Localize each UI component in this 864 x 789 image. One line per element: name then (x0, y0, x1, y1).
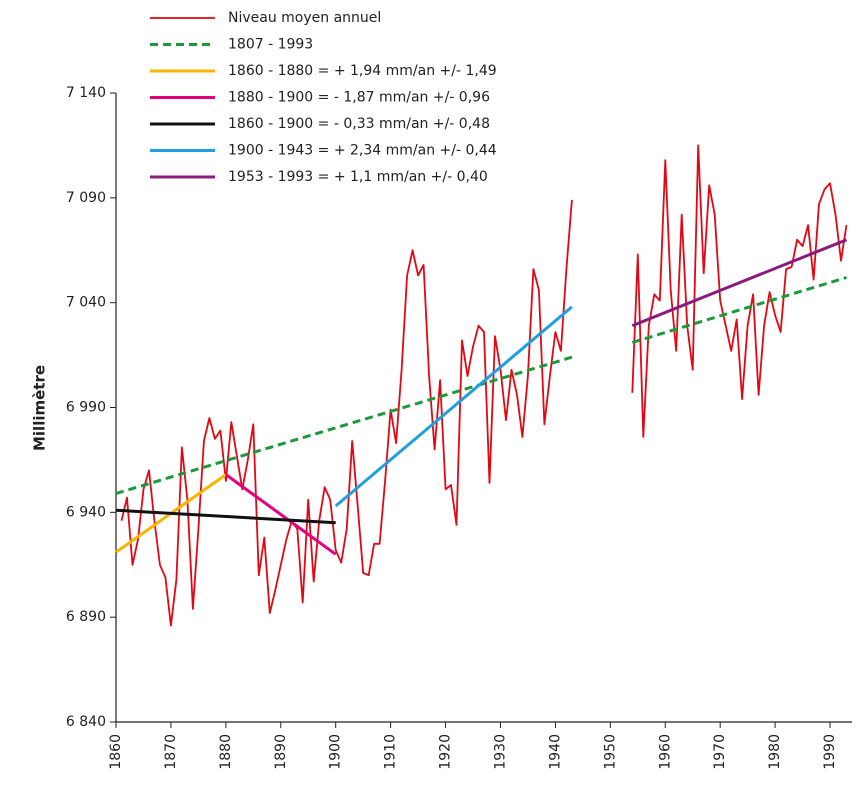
y-tick-label: 6 890 (66, 609, 106, 625)
x-tick-label: 1900 (328, 734, 344, 770)
data-line (334, 305, 573, 508)
data-line (631, 238, 848, 328)
x-tick-label: 1890 (273, 734, 289, 770)
data-line (120, 144, 848, 627)
x-tick-label: 1990 (822, 734, 838, 770)
x-tick-label: 1940 (547, 734, 563, 770)
y-tick-label: 7 090 (66, 190, 106, 206)
legend-label: 1900 - 1943 = + 2,34 mm/an +/- 0,44 (228, 143, 497, 159)
legend-label: Niveau moyen annuel (228, 10, 381, 26)
x-tick-label: 1910 (383, 734, 399, 770)
x-tick-label: 1920 (438, 734, 454, 770)
data-line (225, 473, 337, 556)
data-line (115, 508, 336, 525)
x-tick-label: 1860 (108, 734, 124, 770)
x-tick-label: 1960 (657, 734, 673, 770)
x-tick-label: 1870 (163, 734, 179, 770)
y-tick-label: 6 940 (66, 504, 106, 520)
y-tick-label: 6 840 (66, 714, 106, 730)
y-tick-label: 7 140 (66, 85, 106, 101)
x-tick-label: 1880 (218, 734, 234, 770)
y-tick-label: 7 040 (66, 295, 106, 311)
legend-label: 1880 - 1900 = - 1,87 mm/an +/- 0,96 (228, 90, 490, 106)
x-tick-label: 1950 (602, 734, 618, 770)
legend-label: 1860 - 1880 = + 1,94 mm/an +/- 1,49 (228, 63, 497, 79)
legend-label: 1953 - 1993 = + 1,1 mm/an +/- 0,40 (228, 169, 488, 185)
y-tick-label: 6 990 (66, 400, 106, 416)
x-tick-label: 1930 (492, 734, 508, 770)
x-tick-label: 1970 (712, 734, 728, 770)
y-axis-label: Millimètre (31, 365, 49, 451)
legend-label: 1807 - 1993 (228, 37, 313, 53)
legend-label: 1860 - 1900 = - 0,33 mm/an +/- 0,48 (228, 116, 490, 132)
x-tick-label: 1980 (767, 734, 783, 770)
data-line (115, 276, 847, 495)
